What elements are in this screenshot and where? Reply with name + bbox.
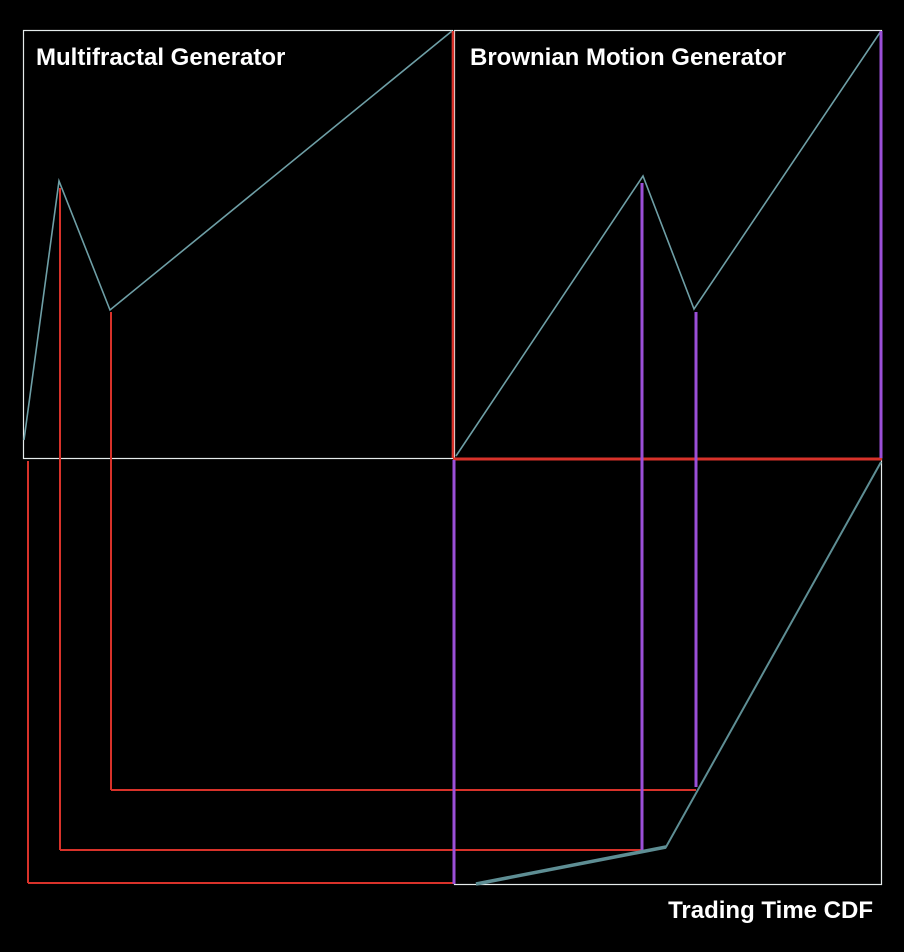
trading-time-cdf-curve <box>475 461 882 885</box>
brownian-generator-curve <box>455 30 882 457</box>
brownian-panel-frame <box>453 29 883 460</box>
multifractal-panel-frame <box>22 29 454 460</box>
trading-time-panel-frame <box>453 457 883 886</box>
trading-time-cdf-title: Trading Time CDF <box>668 897 873 924</box>
trading-time-cdf-thick-segment <box>475 845 667 886</box>
multifractal-generator-curve <box>23 30 453 441</box>
brownian-motion-generator-title: Brownian Motion Generator <box>470 44 787 71</box>
multifractal-generator-title: Multifractal Generator <box>36 44 286 71</box>
